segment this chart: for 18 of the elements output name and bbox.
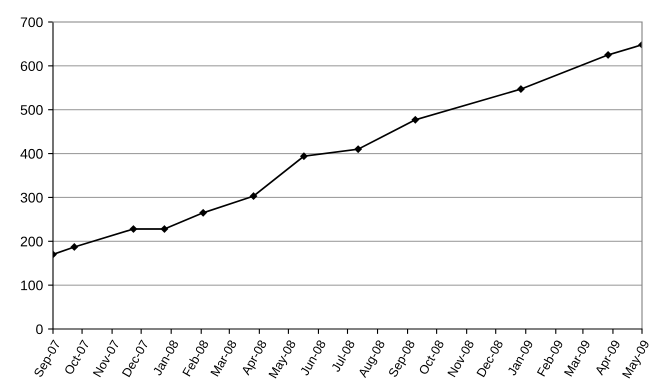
y-tick-label: 700 xyxy=(20,17,43,28)
point xyxy=(354,146,362,153)
y-tick-label: 600 xyxy=(20,61,43,72)
y-tick-label: 300 xyxy=(20,192,43,203)
point xyxy=(160,225,168,233)
point xyxy=(300,152,308,160)
y-tick-label: 500 xyxy=(20,105,43,115)
point xyxy=(70,243,78,251)
point xyxy=(604,51,612,59)
point xyxy=(200,209,207,216)
point xyxy=(130,225,138,233)
point xyxy=(517,85,525,93)
y-tick-label: 200 xyxy=(20,236,43,246)
y-tick-label: 400 xyxy=(20,148,43,159)
point xyxy=(412,116,419,124)
y-tick-label: 0 xyxy=(36,324,43,334)
point xyxy=(250,192,258,200)
y-tick-label: 100 xyxy=(21,280,43,290)
